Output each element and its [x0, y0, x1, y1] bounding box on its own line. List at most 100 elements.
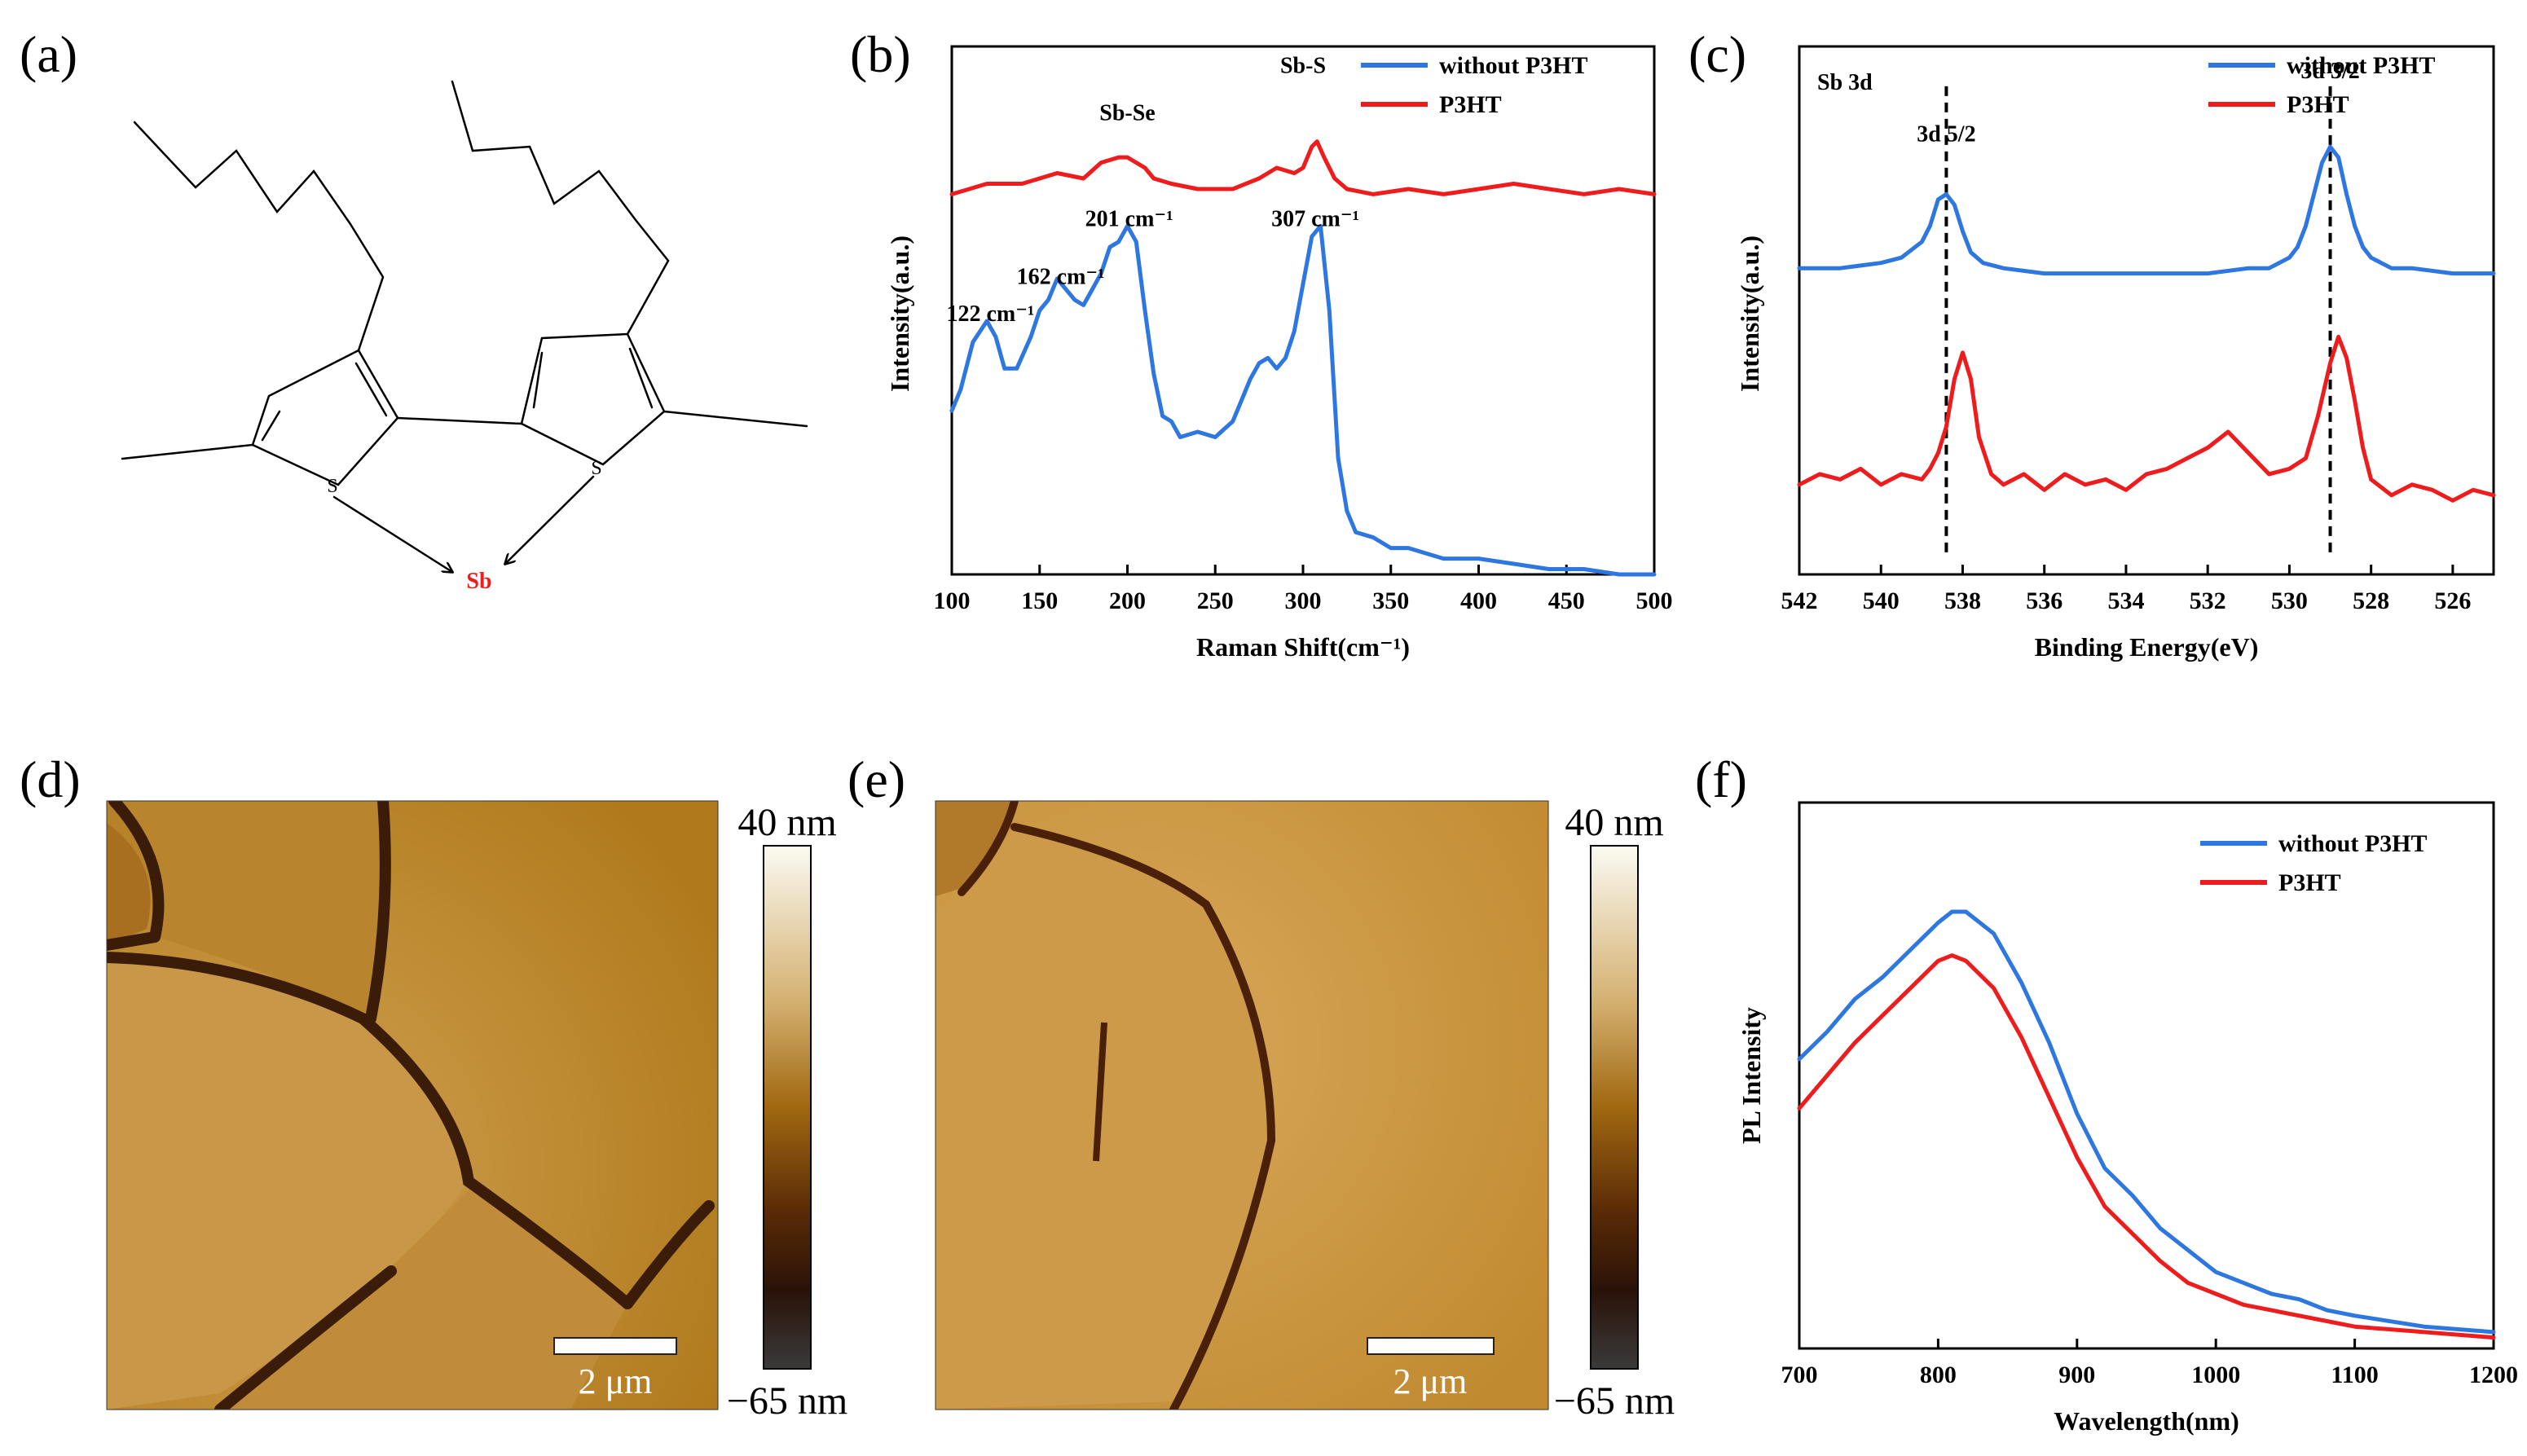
b-x-tick-label: 400: [1460, 587, 1497, 614]
s-to-sb-arrow-right: [505, 475, 595, 564]
c-plot-frame: [1798, 45, 2495, 576]
f-x-tick-label: 1000: [2191, 1361, 2240, 1388]
f-x-tick-label: 1200: [2469, 1361, 2518, 1388]
afm-d-grain-1: [107, 823, 151, 945]
b-series-without-p3ht: [949, 223, 1657, 577]
b-x-axis-label: Raman Shift(cm⁻¹): [1196, 632, 1410, 662]
b-x-tick-label: 350: [1372, 587, 1409, 614]
b-x-tick-label: 100: [934, 587, 971, 614]
f-series-p3ht: [1797, 953, 2496, 1340]
b-x-tick-label: 300: [1285, 587, 1322, 614]
b-annotation: 162 cm⁻¹: [1017, 265, 1105, 290]
panel-d-label: (d): [20, 750, 81, 808]
c-legend-label: without P3HT: [2287, 52, 2436, 79]
b-legend-label: P3HT: [1439, 91, 1502, 118]
b-plot-frame: [950, 45, 1656, 576]
s-to-sb-arrow-left: [332, 495, 452, 572]
panel-e: (e) 2 μm 40 nm −65 nm: [847, 750, 1675, 1423]
c-x-tick-label: 542: [1781, 587, 1818, 614]
b-x-tick-label: 150: [1021, 587, 1058, 614]
left-thiophene-ring: [121, 349, 399, 486]
sulfur-atom-left: S: [327, 476, 337, 497]
f-y-axis-label: PL Intensity: [1737, 1007, 1766, 1144]
panel-f: (f) 700 800 900 1000 1100 1200 Wavelength(nm) PL…: [1695, 750, 2518, 1436]
b-annotation: Sb-S: [1280, 53, 1326, 78]
c-x-tick-label: 536: [2026, 587, 2063, 614]
c-annotation: 3d 5/2: [1917, 122, 1975, 147]
c-x-tick-label: 528: [2353, 587, 2389, 614]
b-series-p3ht: [949, 139, 1657, 196]
right-methyl: [663, 410, 808, 428]
f-x-tick-label: 700: [1781, 1361, 1818, 1388]
afm-e-frame: [935, 800, 1549, 1410]
c-annotation: 3d 3/2: [2300, 59, 2359, 84]
b-x-tick-label: 500: [1636, 587, 1673, 614]
b-annotation: 307 cm⁻¹: [1271, 206, 1359, 231]
afm-e-crack: [1093, 1022, 1107, 1162]
f-legend-label: without P3HT: [2278, 830, 2428, 857]
c-x-tick-label: 532: [2190, 587, 2226, 614]
inter-ring-bond: [396, 416, 523, 425]
b-panel-label: (b): [850, 25, 911, 83]
afm-d-grain-boundaries: [107, 801, 715, 1410]
panel-e-label: (e): [847, 750, 905, 808]
scale-bar-e: [1367, 1337, 1495, 1355]
right-ring-double-bond: [532, 351, 544, 409]
c-series-without-p3ht: [1797, 144, 2496, 276]
scale-bar-d-label: 2 μm: [579, 1361, 653, 1401]
colorbar-e-min: −65 nm: [1554, 1379, 1675, 1423]
colorbar-e: [1590, 845, 1639, 1370]
right-thiophene-ring: [520, 332, 666, 466]
c-x-tick-label: 526: [2434, 587, 2471, 614]
b-annotation: Sb-Se: [1099, 101, 1155, 126]
c-x-axis-label: Binding Energy(eV): [2035, 632, 2259, 662]
colorbar-d-min: −65 nm: [727, 1379, 847, 1423]
b-x-tick-label: 450: [1548, 587, 1585, 614]
afm-d-grain-2: [114, 801, 385, 1018]
panel-b: (b) 100 150 200 250 300 350 400 450 500 Raman Shif…: [850, 25, 1673, 662]
f-panel-label: (f): [1695, 750, 1747, 808]
c-legend-label: P3HT: [2287, 91, 2349, 118]
afm-d-grain-4: [228, 1190, 627, 1410]
panel-c: (c) 542 540 538 536 534 532 530 528 526 Binding En…: [1688, 25, 2496, 662]
right-hexyl-chain: [451, 80, 670, 336]
c-series-p3ht: [1797, 334, 2496, 503]
left-hexyl-chain: [133, 121, 385, 352]
c-chart-title: Sb 3d: [1817, 70, 1873, 95]
c-x-tick-label: 540: [1863, 587, 1900, 614]
b-y-axis-label: Intensity(a.u.): [885, 235, 914, 392]
sulfur-atom-right: S: [591, 458, 601, 479]
b-annotation: 201 cm⁻¹: [1085, 206, 1173, 231]
antimony-atom: Sb: [466, 569, 491, 594]
afm-e-grain-2: [936, 827, 1271, 1410]
b-x-tick-label: 250: [1197, 587, 1234, 614]
f-x-tick-label: 800: [1920, 1361, 1957, 1388]
afm-image-e: [936, 801, 1548, 1410]
left-ring-double-bond-2: [354, 362, 388, 417]
f-legend-label: P3HT: [2278, 869, 2341, 896]
b-annotation: 122 cm⁻¹: [946, 301, 1034, 327]
panel-a-label: (a): [20, 25, 77, 83]
colorbar-d-max: 40 nm: [737, 801, 836, 844]
afm-d-grain-3: [107, 957, 469, 1410]
right-ring-double-bond-2: [628, 347, 654, 409]
scale-bar-e-label: 2 μm: [1393, 1361, 1468, 1401]
p3ht-structure: S S Sb: [121, 80, 808, 594]
afm-d-frame: [106, 800, 719, 1410]
afm-e-grain-boundaries: [958, 801, 1276, 1410]
panel-a: (a) S S Sb: [20, 25, 808, 594]
colorbar-e-max: 40 nm: [1565, 801, 1663, 844]
c-x-tick-label: 534: [2107, 587, 2144, 614]
f-x-axis-label: Wavelength(nm): [2054, 1406, 2239, 1436]
afm-image-d: [107, 801, 718, 1410]
c-x-tick-label: 530: [2271, 587, 2308, 614]
b-legend-label: without P3HT: [1439, 52, 1588, 79]
colorbar-d: [763, 845, 812, 1370]
left-ring-double-bond: [261, 410, 281, 442]
f-x-tick-label: 1100: [2331, 1361, 2378, 1388]
c-y-axis-label: Intensity(a.u.): [1735, 235, 1764, 392]
b-x-tick-label: 200: [1109, 587, 1146, 614]
afm-e-grain-1: [936, 801, 1015, 896]
panel-d: (d) 2 μm 40 nm −65 nm: [20, 750, 847, 1423]
